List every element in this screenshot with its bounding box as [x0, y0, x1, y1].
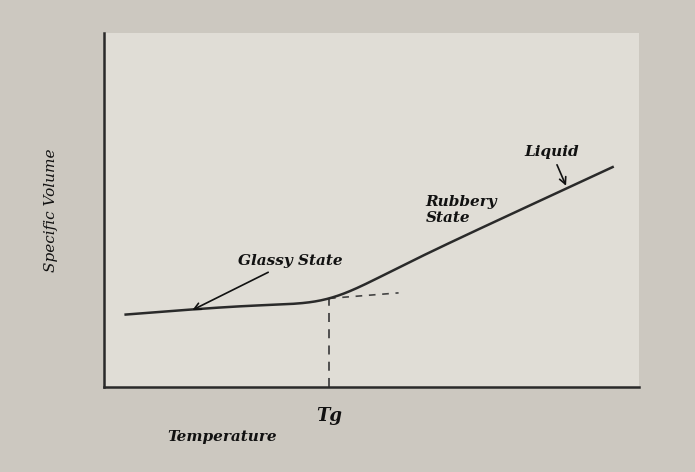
Text: Rubbery
State: Rubbery State: [425, 195, 497, 225]
Text: Specific Volume: Specific Volume: [44, 148, 58, 272]
Text: Liquid: Liquid: [524, 145, 579, 184]
Text: Glassy State: Glassy State: [194, 254, 343, 309]
Text: Temperature: Temperature: [167, 430, 277, 444]
Text: Tg: Tg: [316, 406, 342, 424]
